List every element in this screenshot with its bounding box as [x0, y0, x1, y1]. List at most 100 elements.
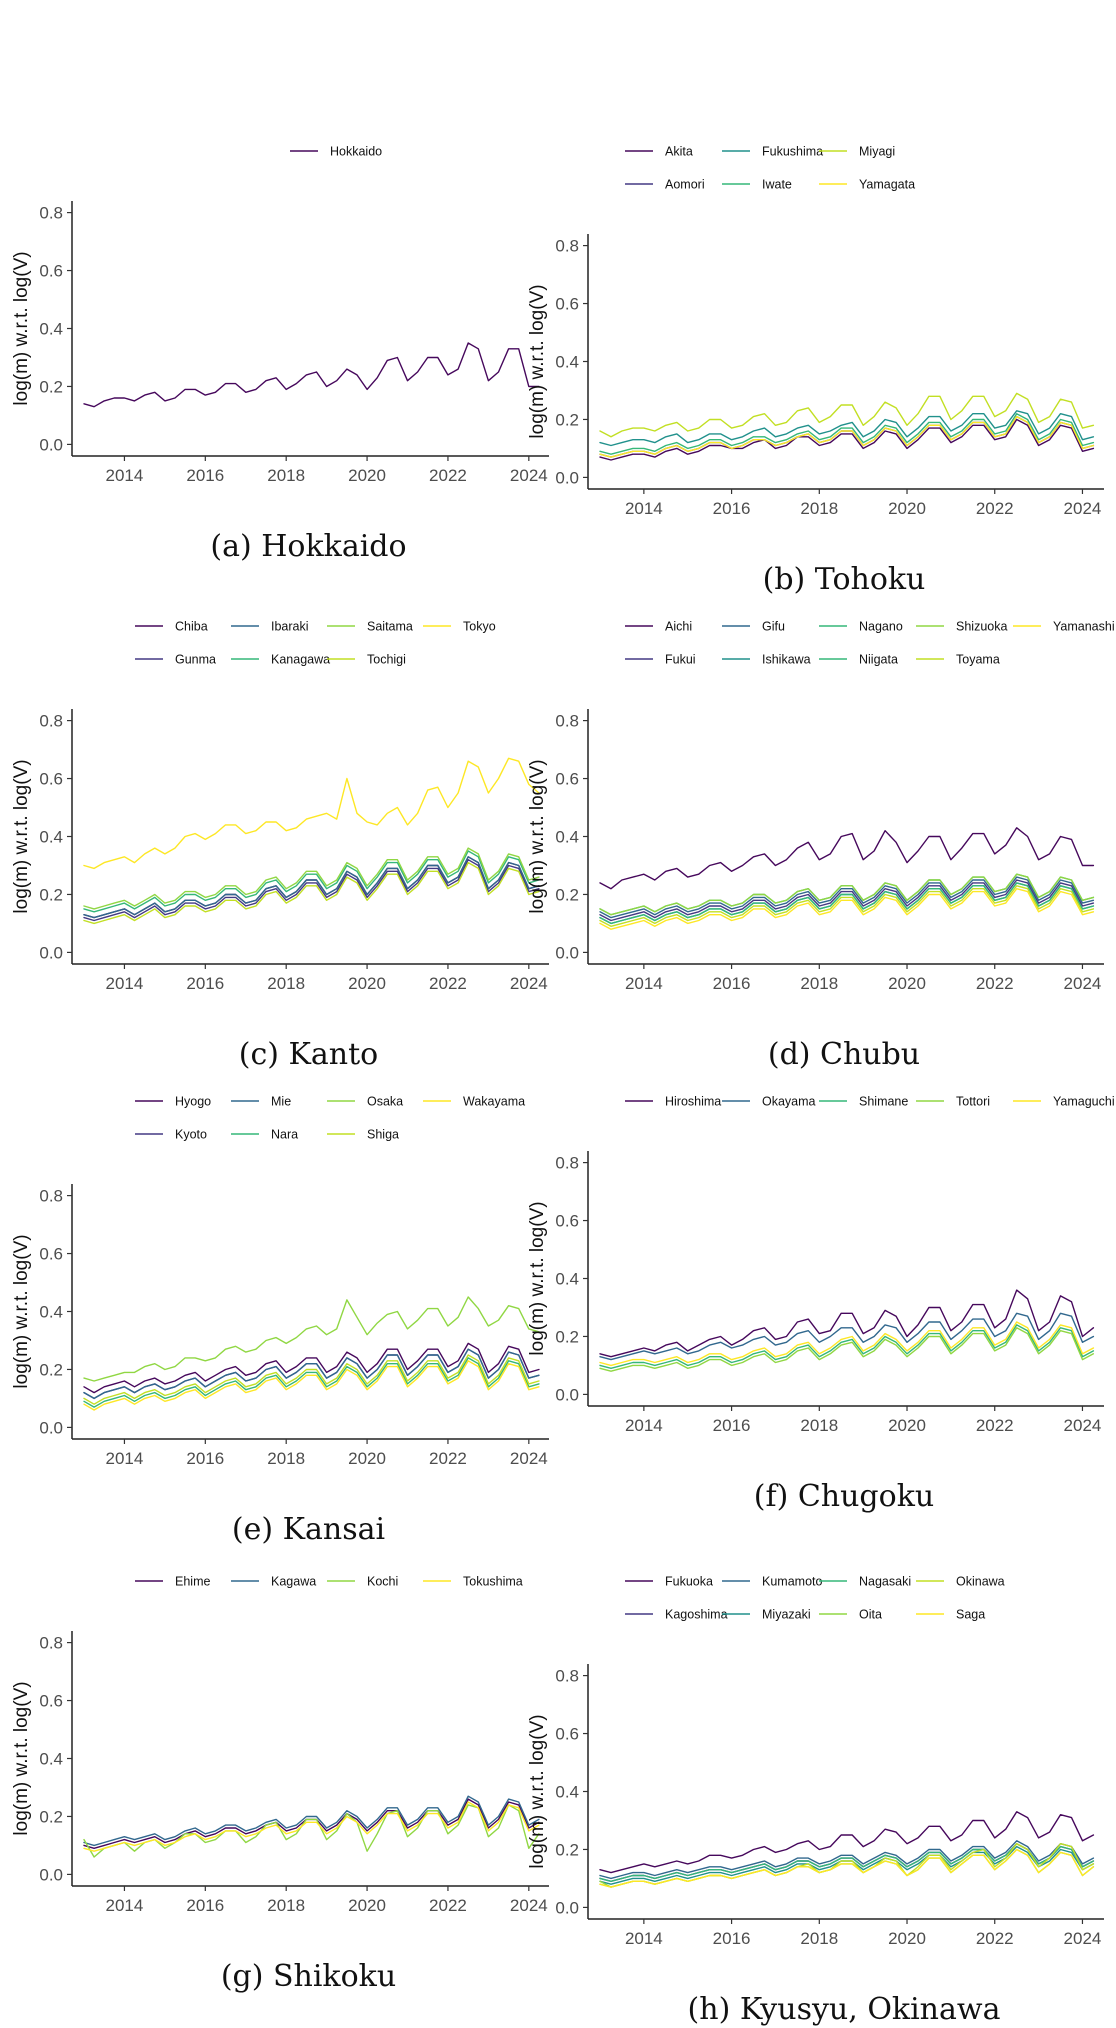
series-line-wakayama — [83, 1360, 540, 1411]
y-tick-label: 0.4 — [555, 828, 579, 847]
panel-caption: (f) Chugoku — [754, 1479, 934, 1514]
legend-label: Nara — [271, 1128, 298, 1142]
series-line-hokkaido — [83, 342, 540, 408]
legend-label: Kagoshima — [665, 1608, 728, 1622]
x-tick-label: 2020 — [348, 1896, 386, 1915]
legend-label: Osaka — [367, 1095, 403, 1109]
series-line-akita — [599, 418, 1095, 461]
y-tick-label: 0.0 — [555, 1898, 579, 1917]
y-tick-label: 0.0 — [39, 435, 63, 454]
legend-label: Gunma — [175, 653, 216, 667]
legend: Aichi Fukui Gifu Ishikawa Nagano Niigata Shizu… — [625, 620, 1115, 667]
series-line-osaka — [83, 1296, 540, 1382]
legend-label: Aichi — [665, 620, 692, 634]
series-line-fukushima — [599, 410, 1095, 447]
x-tick-label: 2022 — [429, 466, 467, 485]
legend-label: Ishikawa — [762, 653, 811, 667]
x-tick-label: 2022 — [429, 974, 467, 993]
legend-label: Fukui — [665, 653, 696, 667]
panel-caption: (e) Kansai — [232, 1512, 385, 1547]
series-line-shiga — [83, 1354, 540, 1405]
legend-label: Shizuoka — [956, 620, 1007, 634]
y-tick-label: 0.6 — [555, 295, 579, 314]
y-axis-label: log(m) w.r.t. log(V) — [11, 1234, 32, 1388]
legend-label: Kagawa — [271, 1575, 316, 1589]
y-tick-label: 0.6 — [39, 1692, 63, 1711]
y-tick-label: 0.8 — [555, 1667, 579, 1686]
series-line-chiba — [83, 856, 540, 919]
x-tick-label: 2016 — [713, 1416, 751, 1435]
series-line-tokushima — [83, 1801, 540, 1852]
panel-caption: (g) Shikoku — [221, 1959, 396, 1994]
y-tick-label: 0.8 — [555, 1154, 579, 1173]
y-tick-label: 0.0 — [555, 468, 579, 487]
y-tick-label: 0.0 — [39, 1418, 63, 1437]
legend-label: Chiba — [175, 620, 208, 634]
legend-label: Tottori — [956, 1095, 990, 1109]
series-line-nagasaki — [599, 1842, 1095, 1883]
x-tick-label: 2016 — [186, 1449, 224, 1468]
y-tick-label: 0.8 — [39, 1187, 63, 1206]
series-line-saitama — [83, 847, 540, 910]
series-line-shizuoka — [599, 873, 1095, 916]
legend-label: Kochi — [367, 1575, 398, 1589]
legend-label: Miyagi — [859, 145, 895, 159]
series-line-hiroshima — [599, 1289, 1095, 1358]
series-line-iwate — [599, 413, 1095, 455]
chart-panel-4: Aichi Fukui Gifu Ishikawa Nagano Niigata Shizu… — [527, 620, 1115, 1073]
x-tick-label: 2014 — [106, 1449, 144, 1468]
y-tick-label: 0.4 — [39, 1750, 63, 1769]
panel-caption: (c) Kanto — [239, 1037, 378, 1072]
legend-label: Akita — [665, 145, 693, 159]
y-tick-label: 0.6 — [555, 1725, 579, 1744]
y-tick-label: 0.8 — [39, 204, 63, 223]
y-tick-label: 0.6 — [39, 1245, 63, 1264]
y-tick-label: 0.2 — [39, 885, 63, 904]
y-tick-label: 0.2 — [39, 1807, 63, 1826]
legend-label: Nagano — [859, 620, 903, 634]
x-tick-label: 2024 — [510, 1896, 548, 1915]
x-tick-label: 2016 — [186, 974, 224, 993]
series-line-kanagawa — [83, 850, 540, 913]
x-tick-label: 2016 — [186, 466, 224, 485]
y-axis-label: log(m) w.r.t. log(V) — [527, 759, 548, 913]
legend: Chiba Gunma Ibaraki Kanagawa Saitama Tochigi T… — [135, 620, 496, 667]
y-tick-label: 0.2 — [555, 1840, 579, 1859]
x-tick-label: 2014 — [625, 499, 663, 518]
legend: Hyogo Kyoto Mie Nara Osaka Shiga Wakayama — [135, 1095, 525, 1142]
series-line-yamagata — [599, 415, 1095, 458]
x-tick-label: 2018 — [800, 974, 838, 993]
panel-caption: (b) Tohoku — [763, 562, 926, 597]
series-line-saga — [599, 1848, 1095, 1888]
panel-caption: (d) Chubu — [768, 1037, 920, 1072]
y-tick-label: 0.2 — [555, 1327, 579, 1346]
series-line-miyagi — [599, 392, 1095, 438]
y-tick-label: 0.4 — [39, 320, 63, 339]
legend: Ehime Kagawa Kochi Tokushima — [135, 1575, 523, 1589]
legend-label: Tokyo — [463, 620, 496, 634]
x-tick-label: 2014 — [625, 974, 663, 993]
series-line-kagawa — [83, 1795, 540, 1847]
series-line-hyogo — [83, 1342, 540, 1394]
x-tick-label: 2014 — [625, 1416, 663, 1435]
x-tick-label: 2014 — [106, 974, 144, 993]
x-tick-label: 2018 — [267, 466, 305, 485]
series-line-okayama — [599, 1312, 1095, 1361]
series-line-fukui — [599, 879, 1095, 922]
panel-caption: (h) Kyusyu, Okinawa — [688, 1992, 1001, 2027]
x-tick-label: 2022 — [976, 974, 1014, 993]
series-line-nara — [83, 1357, 540, 1408]
series-line-yamanashi — [599, 888, 1095, 930]
series-line-toyama — [599, 885, 1095, 927]
x-tick-label: 2020 — [348, 974, 386, 993]
legend-label: Hyogo — [175, 1095, 211, 1109]
y-axis-label: log(m) w.r.t. log(V) — [527, 284, 548, 438]
y-axis-label: log(m) w.r.t. log(V) — [11, 759, 32, 913]
x-tick-label: 2020 — [348, 466, 386, 485]
x-tick-label: 2020 — [888, 974, 926, 993]
y-tick-label: 0.0 — [555, 1385, 579, 1404]
x-tick-label: 2022 — [429, 1449, 467, 1468]
legend-label: Oita — [859, 1608, 882, 1622]
y-tick-label: 0.8 — [555, 237, 579, 256]
legend-label: Okinawa — [956, 1575, 1005, 1589]
